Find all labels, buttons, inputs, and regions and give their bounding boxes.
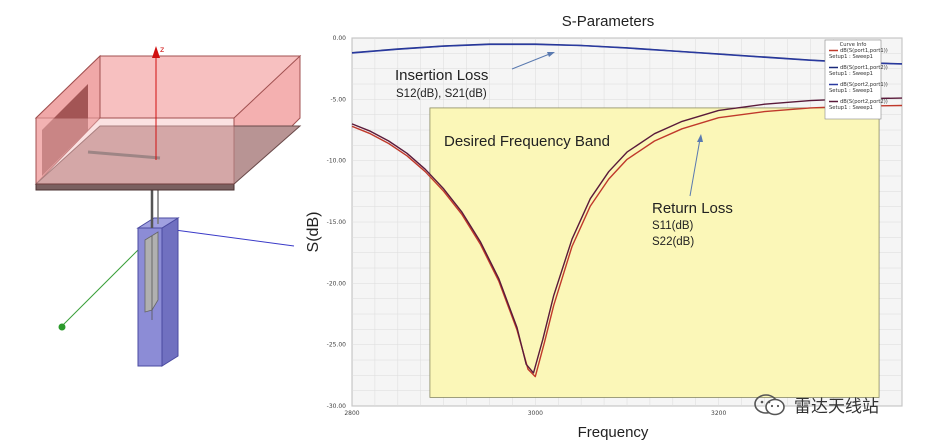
z-axis-arrow [152,46,160,58]
return-loss-arrowhead [697,134,703,142]
insertion-loss-label: Insertion Loss [395,67,488,84]
series-line-4 [351,97,903,374]
watermark-text: 雷达天线站 [794,397,879,417]
x-tick-label: 3200 [711,410,726,417]
x-tick-label: 2800 [344,410,359,417]
x-axis-title: Frequency [578,424,649,441]
insertion-loss-arrowhead [547,52,555,57]
return-loss-sublabel-s11: S11(dB) [652,220,694,232]
y-axis-title: S(dB) [305,212,322,253]
y-tick-label: 0.00 [333,35,347,42]
insertion-loss-arrow [511,52,553,70]
y-tick-label: -5.00 [330,96,346,103]
series-line-3 [351,43,903,65]
z-axis-label: z [160,45,164,54]
y-tick-label: -15.00 [327,219,347,226]
legend-entry-setup: Setup1 : Sweep1 [829,71,873,77]
desired-band-highlight [429,107,880,398]
legend-entry-name: dB(S(port2,port1)) [840,82,888,88]
wechat-logo-icon [754,393,785,415]
return-loss-label: Return Loss [652,200,733,217]
y-tick-label: -10.00 [327,158,347,165]
legend-entry-name: dB(S(port1,port1)) [840,48,888,54]
watermark: 雷达天线站 [752,392,879,417]
desired-band-label: Desired Frequency Band [444,133,610,150]
legend-entry-setup: Setup1 : Sweep1 [829,54,873,60]
chart-title: S-Parameters [562,13,655,30]
return-loss-arrow [689,138,701,197]
series-line-1 [351,104,903,378]
legend-entry-setup: Setup1 : Sweep1 [829,105,873,111]
box-front-plate [35,183,235,191]
y-axis-line [61,237,151,327]
antenna-3d-model: z [34,45,302,367]
x-axis-line [159,227,295,247]
curves-group [351,43,903,378]
legend-entry-name: dB(S(port2,port2)) [840,99,888,105]
microstrip-line [87,150,161,160]
insertion-loss-sublabel: S12(dB), S21(dB) [396,88,487,100]
legend-entry-name: dB(S(port1,port2)) [840,65,888,71]
legend-entry-setup: Setup1 : Sweep1 [829,88,873,94]
legend-title: Curve Info [840,42,867,48]
y-tick-label: -25.00 [327,342,347,349]
return-loss-sublabel-s22: S22(dB) [652,236,694,248]
y-tick-label: -20.00 [327,280,347,287]
x-tick-label: 3000 [528,410,543,417]
y-tick-label: -30.00 [327,403,347,410]
legend-box: Curve Info dB(S(port1,port1))Setup1 : Sw… [824,39,888,120]
box-front-face [35,117,235,185]
radiating-patch [42,84,88,176]
feed-inner-probe [144,231,159,313]
y-axis-endpoint [58,323,66,331]
